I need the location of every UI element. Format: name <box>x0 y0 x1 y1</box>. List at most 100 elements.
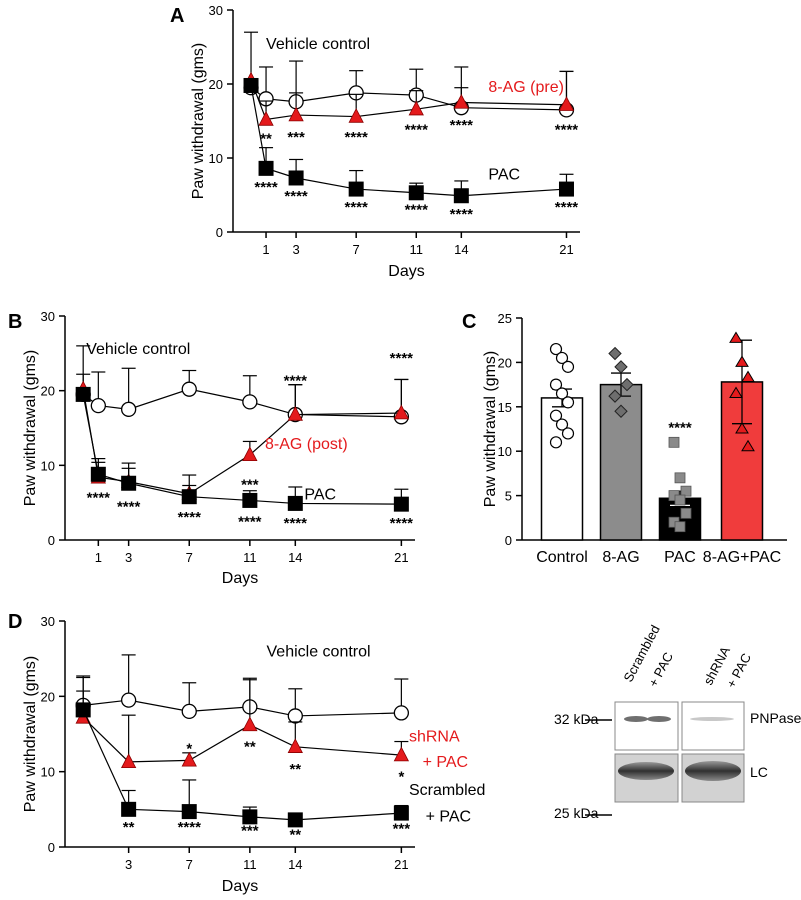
data-point <box>258 110 274 126</box>
significance-mark: **** <box>254 179 278 196</box>
data-point <box>393 805 409 821</box>
data-point <box>735 422 749 434</box>
mw-marker-32: 32 kDa <box>554 711 599 727</box>
data-point <box>242 492 258 508</box>
band-pnpase-shrna <box>690 717 734 721</box>
x-tick-label: 8-AG <box>602 549 639 566</box>
x-tick-label: 14 <box>288 550 302 565</box>
series-annotation: 8-AG (pre) <box>488 79 564 96</box>
data-point <box>181 703 197 720</box>
x-axis-label: Days <box>222 570 258 587</box>
mw-marker-25: 25 kDa <box>554 805 599 821</box>
data-point <box>561 396 575 409</box>
significance-mark: **** <box>405 121 429 138</box>
panel-label-a: A <box>170 5 184 27</box>
data-point <box>741 439 755 452</box>
significance-mark: **** <box>117 499 141 516</box>
significance-mark: **** <box>238 514 262 531</box>
y-tick-label: 20 <box>209 77 223 92</box>
significance-mark: **** <box>390 350 414 367</box>
y-tick-label: 20 <box>41 384 55 399</box>
western-blot: Scrambled + PAC shRNA + PAC 32 kDa 25 kD… <box>554 622 801 821</box>
y-tick-label: 20 <box>41 689 55 704</box>
x-tick-label: 1 <box>262 242 269 257</box>
data-point <box>121 475 137 491</box>
y-axis-label: Paw withdrawal (gms) <box>22 656 39 812</box>
significance-mark: ** <box>289 826 301 843</box>
data-point <box>555 387 569 400</box>
significance-mark: **** <box>87 490 111 507</box>
x-axis-label: Days <box>222 878 258 895</box>
panel-a-line-chart: 0 10 20 30 1 3 7 11 14 21 Days Paw withdrawal (gms)… <box>190 3 580 280</box>
data-point <box>561 360 575 373</box>
significance-mark: * <box>186 741 192 758</box>
significance-mark: ** <box>244 738 256 755</box>
blot-pnpase-shrna <box>681 701 745 751</box>
data-point <box>287 812 303 828</box>
y-tick-label: 0 <box>216 225 223 240</box>
x-tick-label: 3 <box>292 242 299 257</box>
series-annotation: + PAC <box>423 754 469 771</box>
data-point <box>735 355 749 367</box>
x-tick-label: 7 <box>186 857 193 872</box>
significance-mark: **** <box>405 201 429 218</box>
data-point <box>348 107 364 123</box>
x-tick-label: 8-AG+PAC <box>703 549 781 566</box>
panel-b-line-chart: 0 10 20 30 1 3 7 11 14 21 Days Paw withdrawal (gms)… <box>22 309 415 587</box>
panel-label-b: B <box>8 311 22 333</box>
significance-mark: **** <box>450 206 474 223</box>
y-tick-label: 30 <box>209 3 223 18</box>
data-point <box>680 507 692 519</box>
data-point <box>258 160 274 176</box>
significance-mark: ** <box>260 130 272 147</box>
x-tick-label: PAC <box>664 549 696 566</box>
significance-mark: **** <box>555 199 579 216</box>
blot-pnpase-scrambled <box>614 701 679 751</box>
x-tick-label: 3 <box>125 550 132 565</box>
y-tick-label: 15 <box>498 400 512 415</box>
y-tick-label: 25 <box>498 311 512 326</box>
data-point <box>393 496 409 512</box>
significance-mark: **** <box>284 515 308 532</box>
panel-label-d: D <box>8 611 22 633</box>
y-tick-label: 5 <box>505 489 512 504</box>
data-point <box>741 370 755 382</box>
data-point <box>408 100 424 116</box>
band-lc-shrna <box>685 761 741 781</box>
data-point <box>608 346 622 361</box>
data-point <box>287 495 303 511</box>
significance-mark: ** <box>123 819 135 836</box>
significance-mark: **** <box>344 129 368 146</box>
y-tick-label: 30 <box>41 309 55 324</box>
x-tick-label: 1 <box>95 550 102 565</box>
data-point <box>181 489 197 505</box>
series-line <box>82 716 402 763</box>
data-point <box>608 389 622 403</box>
data-point <box>393 705 410 721</box>
data-point <box>287 405 303 421</box>
data-point <box>674 521 686 533</box>
band-lc-scrambled <box>618 762 674 780</box>
series-annotation: Vehicle control <box>267 643 371 660</box>
data-point <box>181 751 197 767</box>
series-pac <box>243 77 574 204</box>
significance-mark: **** <box>284 188 308 205</box>
data-point <box>90 466 106 482</box>
data-point <box>549 436 563 449</box>
band-pnpase-scrambled-2 <box>647 716 671 722</box>
x-tick-label: 3 <box>125 857 132 872</box>
band-label-pnpase: PNPase <box>750 710 801 726</box>
data-point <box>287 738 303 753</box>
data-point <box>393 404 410 420</box>
series-annotation: + PAC <box>426 808 472 825</box>
data-point <box>408 185 424 201</box>
significance-mark: **** <box>668 419 692 436</box>
band-label-lc: LC <box>750 764 768 780</box>
significance-mark: *** <box>287 129 305 146</box>
x-tick-label: 11 <box>410 242 424 257</box>
significance-mark: **** <box>178 509 202 526</box>
y-tick-label: 0 <box>505 533 512 548</box>
significance-mark: **** <box>178 819 202 836</box>
data-point <box>614 404 628 418</box>
data-point <box>555 351 569 365</box>
